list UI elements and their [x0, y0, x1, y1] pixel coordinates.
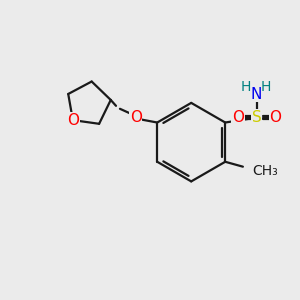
Text: S: S [252, 110, 262, 125]
Text: N: N [251, 87, 262, 102]
Text: CH₃: CH₃ [253, 164, 278, 178]
Text: O: O [130, 110, 142, 125]
Text: H: H [241, 80, 251, 94]
Text: O: O [232, 110, 244, 125]
Text: O: O [269, 110, 281, 125]
Text: H: H [260, 80, 271, 94]
Text: O: O [67, 112, 79, 128]
